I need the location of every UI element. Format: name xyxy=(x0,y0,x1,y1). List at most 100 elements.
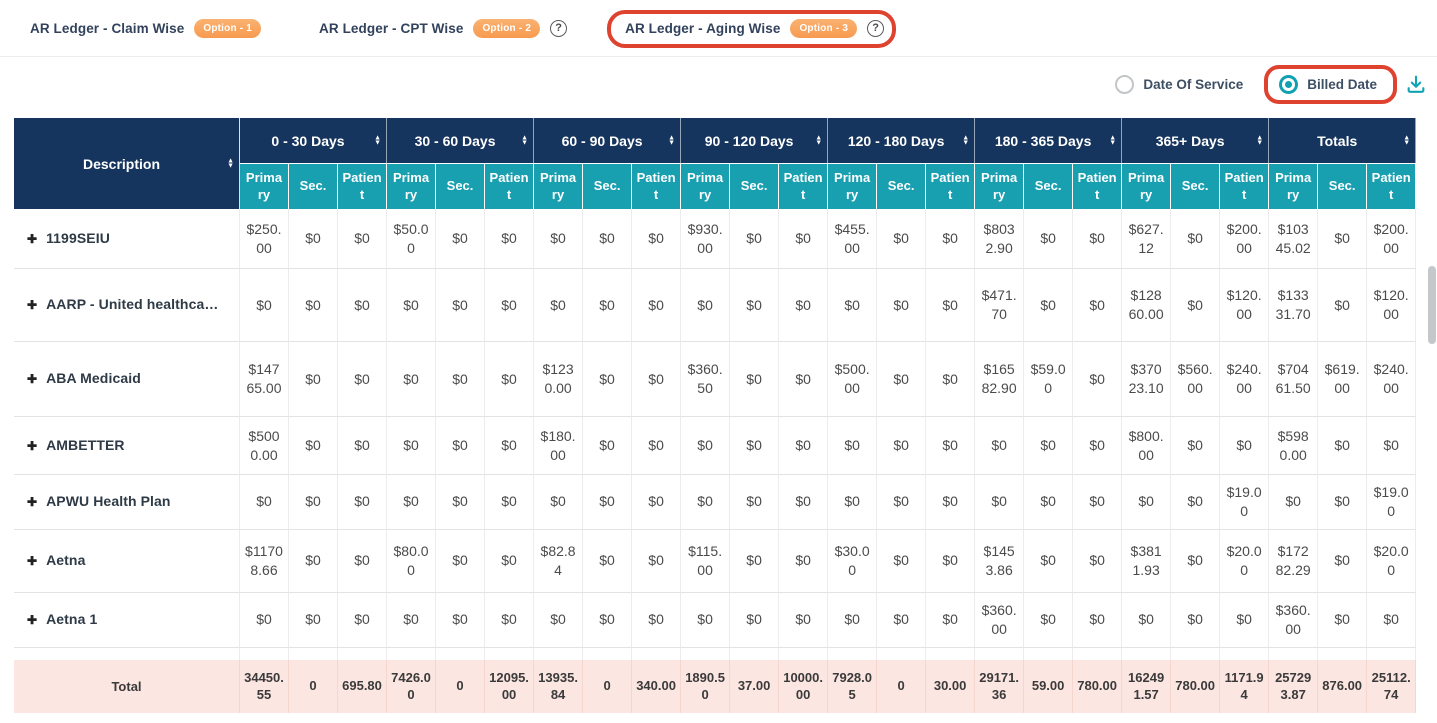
amount-cell: $0 xyxy=(877,417,927,475)
radio-unselected-icon[interactable] xyxy=(1115,74,1135,94)
amount-cell: $0 xyxy=(485,592,535,648)
amount-cell: $0 xyxy=(534,209,584,269)
amount-cell: $82.84 xyxy=(534,529,584,593)
amount-cell: $0 xyxy=(730,417,780,475)
help-icon[interactable]: ? xyxy=(867,19,885,37)
expand-row-icon[interactable]: ✚ xyxy=(27,553,38,568)
subcolumn-header: Sec. xyxy=(289,163,338,209)
download-icon[interactable] xyxy=(1405,73,1427,95)
group-column-header-6[interactable]: 365+ Days ▲ ▼ xyxy=(1122,118,1270,163)
subcolumn-header: Patient xyxy=(632,163,682,209)
amount-cell: $0 xyxy=(485,269,535,342)
expand-row-icon[interactable]: ✚ xyxy=(27,231,38,246)
amount-cell: $0 xyxy=(583,209,633,269)
tab-aging-wise[interactable]: AR Ledger - Aging Wise Option - 3 ? xyxy=(607,9,897,48)
amount-cell: $0 xyxy=(436,417,486,475)
amount-cell: $471.70 xyxy=(975,269,1025,342)
group-column-header-0[interactable]: 0 - 30 Days ▲ ▼ xyxy=(240,118,388,163)
amount-cell: $0 xyxy=(828,592,878,648)
amount-cell: $0 xyxy=(1073,592,1123,648)
expand-row-icon[interactable]: ✚ xyxy=(27,372,38,386)
amount-cell: $0 xyxy=(730,475,780,530)
table-row: ✚ Aetna $11708.66 $0 $0 $80.00 $0 $0 $82.84 $0 $0 $… xyxy=(14,529,1417,593)
sort-icon[interactable]: ▲ ▼ xyxy=(668,134,676,147)
tab-cpt-wise[interactable]: AR Ledger - CPT Wise Option - 2 ? xyxy=(319,18,568,38)
total-amount-cell: 0 xyxy=(289,660,338,713)
subcolumn-header: Patient xyxy=(779,163,829,209)
amount-cell: $0 xyxy=(289,342,338,417)
expand-row-icon[interactable]: ✚ xyxy=(27,298,38,312)
amount-cell: $0 xyxy=(485,417,535,475)
radio-date-of-service[interactable]: Date Of Service xyxy=(1115,74,1243,94)
amount-cell: $17282.29 xyxy=(1269,529,1319,593)
amount-cell: $0 xyxy=(485,475,535,530)
sort-icon[interactable]: ▲ ▼ xyxy=(1109,134,1117,147)
amount-cell: $0 xyxy=(730,209,780,269)
subcolumn-header: Sec. xyxy=(1024,163,1074,209)
sort-icon[interactable]: ▲ ▼ xyxy=(1403,134,1411,147)
sort-icon[interactable]: ▲ ▼ xyxy=(962,134,970,147)
vertical-scrollbar-thumb[interactable] xyxy=(1428,266,1436,344)
amount-cell: $0 xyxy=(387,592,437,648)
amount-cell: $0 xyxy=(779,417,829,475)
total-amount-cell: 0 xyxy=(583,660,633,713)
sort-icon[interactable]: ▲ ▼ xyxy=(1256,134,1264,147)
description-column-header[interactable]: Description ▲ ▼ xyxy=(14,118,240,209)
sort-icon[interactable]: ▲ ▼ xyxy=(227,157,234,170)
amount-cell: $0 xyxy=(1367,592,1417,648)
radio-billed-date[interactable]: Billed Date xyxy=(1264,64,1397,104)
table-row: ✚ ABA Medicaid $14765.00 $0 $0 $0 $0 $0 $1230.00… xyxy=(14,342,1417,417)
amount-cell: $19.00 xyxy=(1367,475,1417,530)
amount-cell: $0 xyxy=(926,209,976,269)
total-amount-cell: 780.00 xyxy=(1073,660,1123,713)
group-column-header-4[interactable]: 120 - 180 Days ▲ ▼ xyxy=(828,118,976,163)
sort-icon[interactable]: ▲ ▼ xyxy=(815,134,823,147)
table-body: ✚ 1199SEIU $250.00 $0 $0 $50.00 $0 $0 $0 $0 $0 $930… xyxy=(14,209,1417,713)
amount-cell: $0 xyxy=(1171,475,1221,530)
amount-cell: $250.00 xyxy=(240,209,289,269)
amount-cell: $0 xyxy=(534,592,584,648)
amount-cell: $13331.70 xyxy=(1269,269,1319,342)
amount-cell: $0 xyxy=(387,417,437,475)
amount-cell: $10345.02 xyxy=(1269,209,1319,269)
amount-cell: $5000.00 xyxy=(240,417,289,475)
tab-claim-wise[interactable]: AR Ledger - Claim Wise Option - 1 xyxy=(30,18,262,38)
table-container[interactable]: Description ▲ ▼ 0 - 30 Days ▲ ▼ 30 - 60 Days ▲ ▼… xyxy=(14,118,1423,713)
total-amount-cell: 25112.74 xyxy=(1367,660,1417,713)
expand-row-icon[interactable]: ✚ xyxy=(27,612,38,627)
amount-cell: $12860.00 xyxy=(1122,269,1172,342)
sort-icon[interactable]: ▲ ▼ xyxy=(374,134,382,147)
total-amount-cell: 0 xyxy=(436,660,486,713)
expand-row-icon[interactable]: ✚ xyxy=(27,494,38,509)
payer-name: APWU Health Plan xyxy=(46,492,171,509)
amount-cell: $360.50 xyxy=(681,342,731,417)
group-column-header-3[interactable]: 90 - 120 Days ▲ ▼ xyxy=(681,118,829,163)
group-column-header-2[interactable]: 60 - 90 Days ▲ ▼ xyxy=(534,118,682,163)
amount-cell: $0 xyxy=(632,592,682,648)
help-icon[interactable]: ? xyxy=(550,19,568,37)
amount-cell: $0 xyxy=(436,475,486,530)
table-row: ✚ AMBETTER $5000.00 $0 $0 $0 $0 $0 $180.00 $0 $0 $0… xyxy=(14,417,1417,475)
amount-cell: $0 xyxy=(240,475,289,530)
sort-icon[interactable]: ▲ ▼ xyxy=(521,134,529,147)
group-column-header-1[interactable]: 30 - 60 Days ▲ ▼ xyxy=(387,118,535,163)
amount-cell: $0 xyxy=(779,209,829,269)
total-amount-cell: 1890.50 xyxy=(681,660,731,713)
amount-cell: $3811.93 xyxy=(1122,529,1172,593)
group-column-header-7[interactable]: Totals ▲ ▼ xyxy=(1269,118,1417,163)
group-header-label: 0 - 30 Days xyxy=(271,132,345,149)
group-header-label: 365+ Days xyxy=(1155,132,1225,149)
amount-cell: $0 xyxy=(338,417,388,475)
amount-cell: $0 xyxy=(1220,592,1270,648)
expand-row-icon[interactable]: ✚ xyxy=(27,438,38,453)
group-column-header-5[interactable]: 180 - 365 Days ▲ ▼ xyxy=(975,118,1123,163)
option-badge: Option - 2 xyxy=(473,18,541,38)
amount-cell: $0 xyxy=(1073,475,1123,530)
total-amount-cell: 1171.94 xyxy=(1220,660,1270,713)
table-row: ✚ APWU Health Plan $0 $0 $0 $0 $0 $0 $0 $0 $0 $0 $0 $… xyxy=(14,475,1417,530)
amount-cell: $120.00 xyxy=(1367,269,1417,342)
amount-cell: $0 xyxy=(730,342,780,417)
radio-selected-icon[interactable] xyxy=(1279,74,1299,94)
amount-cell: $0 xyxy=(338,529,388,593)
amount-cell: $0 xyxy=(485,209,535,269)
